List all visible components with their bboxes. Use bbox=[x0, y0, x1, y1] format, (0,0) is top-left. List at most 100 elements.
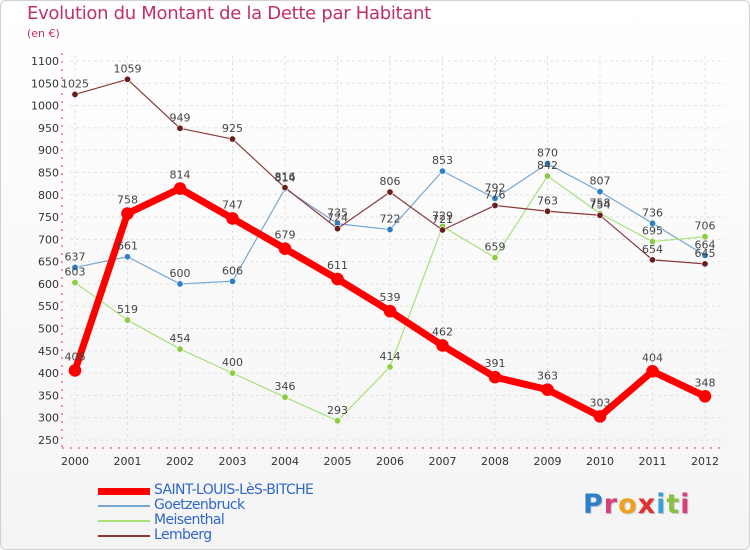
legend-swatch bbox=[98, 520, 150, 522]
y-tick-label: 850 bbox=[38, 166, 59, 179]
logo-letter: i bbox=[680, 489, 691, 520]
data-point bbox=[491, 254, 499, 262]
data-label: 611 bbox=[327, 259, 348, 272]
x-tick-label: 2007 bbox=[429, 455, 457, 468]
data-label: 679 bbox=[275, 229, 296, 242]
x-tick-label: 2006 bbox=[376, 455, 404, 468]
logo-letter: P bbox=[583, 489, 604, 520]
y-tick-label: 450 bbox=[38, 345, 59, 358]
y-tick-label: 1100 bbox=[31, 55, 59, 68]
data-label: 391 bbox=[485, 357, 506, 370]
data-point bbox=[593, 410, 607, 423]
data-label: 776 bbox=[485, 188, 506, 201]
data-point bbox=[68, 364, 82, 377]
data-point bbox=[701, 233, 709, 241]
logo-letter: x bbox=[637, 489, 657, 520]
data-point bbox=[281, 393, 289, 401]
data-label: 414 bbox=[380, 350, 401, 363]
legend-swatch bbox=[98, 535, 150, 537]
data-label: 659 bbox=[485, 241, 506, 254]
data-label: 807 bbox=[590, 175, 611, 188]
data-point bbox=[124, 316, 132, 324]
data-point bbox=[386, 188, 394, 196]
data-point bbox=[176, 345, 184, 353]
data-label: 637 bbox=[65, 250, 86, 263]
data-point bbox=[488, 370, 502, 384]
data-label: 758 bbox=[590, 196, 611, 209]
series-goetzenbruck bbox=[71, 160, 709, 288]
data-label: 949 bbox=[170, 111, 191, 124]
x-tick-label: 2001 bbox=[114, 455, 142, 468]
data-label: 400 bbox=[222, 356, 243, 369]
data-label: 462 bbox=[432, 325, 453, 338]
data-label: 645 bbox=[695, 247, 716, 260]
data-point bbox=[596, 211, 604, 219]
data-label: 736 bbox=[642, 206, 663, 219]
data-point bbox=[176, 280, 184, 288]
data-point bbox=[226, 212, 239, 225]
data-label: 346 bbox=[275, 380, 296, 393]
y-tick-label: 500 bbox=[38, 323, 59, 336]
data-point bbox=[124, 75, 132, 83]
y-tick-label: 900 bbox=[38, 144, 59, 157]
logo-letter: o bbox=[618, 489, 638, 520]
data-label: 600 bbox=[170, 267, 191, 280]
x-tick-label: 2002 bbox=[166, 455, 194, 468]
data-label: 406 bbox=[65, 350, 86, 363]
data-label: 404 bbox=[642, 351, 663, 364]
series-layer bbox=[68, 75, 712, 425]
data-label: 348 bbox=[695, 376, 716, 389]
data-label: 661 bbox=[117, 240, 138, 253]
legend-label: Meisenthal bbox=[154, 512, 225, 528]
data-point bbox=[331, 272, 344, 286]
data-point bbox=[543, 160, 551, 168]
data-point bbox=[278, 242, 292, 256]
data-point bbox=[698, 390, 712, 403]
data-point bbox=[543, 172, 551, 180]
y-tick-label: 1050 bbox=[31, 77, 59, 90]
data-point bbox=[646, 365, 659, 378]
data-point bbox=[596, 188, 604, 196]
x-tick-label: 2005 bbox=[324, 455, 352, 468]
data-label: 706 bbox=[695, 220, 716, 233]
logo-letter: r bbox=[603, 489, 619, 520]
data-label: 747 bbox=[222, 198, 243, 211]
y-tick-label: 300 bbox=[38, 412, 59, 425]
data-label: 722 bbox=[380, 213, 401, 226]
data-label: 870 bbox=[537, 147, 558, 160]
data-label: 606 bbox=[222, 264, 243, 277]
data-label: 519 bbox=[117, 303, 138, 316]
data-label: 754 bbox=[590, 198, 611, 211]
x-tick-label: 2000 bbox=[61, 455, 89, 468]
legend-label: Goetzenbruck bbox=[154, 497, 245, 513]
y-tick-label: 400 bbox=[38, 367, 59, 380]
data-point bbox=[333, 417, 341, 425]
proxiti-logo: Proxiti bbox=[583, 489, 691, 520]
y-tick-label: 1000 bbox=[31, 100, 59, 113]
data-point bbox=[543, 207, 551, 215]
y-tick-label: 950 bbox=[38, 122, 59, 135]
data-point bbox=[648, 256, 656, 264]
y-tick-label: 800 bbox=[38, 189, 59, 202]
y-tick-label: 350 bbox=[38, 389, 59, 402]
logo-letter: t bbox=[666, 489, 681, 520]
data-point bbox=[701, 251, 709, 259]
data-label: 303 bbox=[590, 396, 611, 409]
data-point bbox=[491, 194, 499, 202]
data-point bbox=[176, 124, 184, 132]
data-label: 293 bbox=[327, 404, 348, 417]
data-point bbox=[333, 225, 341, 233]
data-point bbox=[229, 277, 237, 285]
data-point bbox=[386, 226, 394, 234]
data-point bbox=[229, 369, 237, 377]
data-label: 925 bbox=[222, 122, 243, 135]
data-point bbox=[436, 339, 449, 352]
data-label: 806 bbox=[380, 175, 401, 188]
data-point bbox=[281, 184, 289, 192]
x-tick-label: 2008 bbox=[481, 455, 509, 468]
data-point bbox=[491, 201, 499, 209]
data-point bbox=[648, 238, 656, 246]
axes: 250 300 350 400 450 500 550 600 650 700 750 800 850 9… bbox=[31, 53, 725, 468]
data-point bbox=[229, 135, 237, 143]
